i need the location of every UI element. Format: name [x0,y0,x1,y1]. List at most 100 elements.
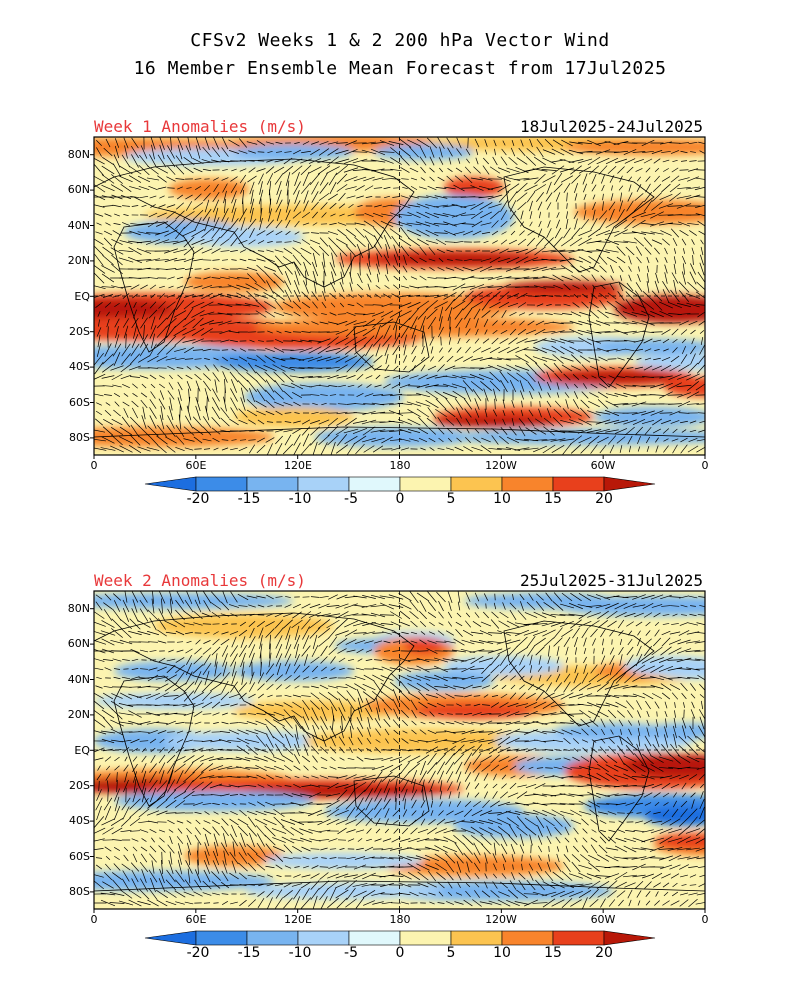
wind-vector [131,407,139,419]
wind-vector [256,444,266,454]
wind-vector [104,593,112,601]
wind-vector [310,246,320,256]
wind-vector [608,829,616,833]
wind-vector [516,889,528,899]
wind-vector [166,176,176,182]
wind-vector [623,149,637,155]
wind-vector [301,211,311,219]
wind-vector [248,419,256,425]
wind-vector [534,328,546,336]
wind-vector [443,745,457,755]
wind-vector [695,837,705,844]
wind-vector [337,313,347,315]
wind-vector [619,192,623,202]
wind-vector [628,728,632,736]
wind-vector [213,207,219,223]
wind-vector [595,695,611,697]
wind-vector [293,280,301,294]
wind-vector [509,379,517,393]
wind-vector [589,392,599,398]
wind-vector [578,337,592,345]
wind-vector [690,792,696,798]
wind-vector [536,767,544,769]
wind-vector [356,756,364,762]
wind-vector [137,721,151,725]
wind-vector [318,785,330,787]
wind-vector [475,328,479,336]
wind-vector [600,738,606,744]
wind-vector [316,810,332,816]
wind-vector [100,447,116,451]
wind-vector [671,438,679,442]
wind-vector [581,391,589,399]
wind-vector [169,397,173,411]
wind-vector [490,664,500,674]
wind-vector [655,445,659,453]
wind-vector [394,778,398,794]
wind-vector [363,403,375,405]
wind-vector [309,627,321,639]
wind-vector [605,429,619,433]
wind-vector [291,158,303,164]
wind-vector [301,618,311,630]
wind-vector [577,150,593,154]
wind-vector [301,755,311,763]
wind-vector [248,444,256,454]
wind-vector [597,399,609,409]
wind-vector [347,757,355,761]
wind-vector [672,347,678,353]
wind-vector [434,301,448,309]
wind-vector [345,683,357,691]
wind-vector [214,661,218,677]
wind-vector [112,658,122,662]
wind-vector [496,721,512,725]
wind-vector [678,826,690,836]
wind-vector [302,433,310,447]
wind-vector [159,285,165,289]
wind-vector [292,301,302,309]
wind-vector [417,196,429,198]
wind-vector [655,437,659,443]
wind-vector [534,156,546,166]
week2-date-range: 25Jul2025-31Jul2025 [520,571,704,590]
wind-vector [161,598,163,614]
wind-vector [641,764,655,772]
wind-vector [407,659,421,661]
wind-vector [570,444,582,454]
wind-vector [102,827,114,835]
wind-vector [96,222,102,226]
wind-vector [255,825,267,837]
wind-vector [613,403,629,405]
wind-vector [454,852,464,864]
wind-vector [149,343,157,357]
wind-vector [146,447,160,451]
wind-vector [569,873,583,879]
wind-vector [192,317,204,329]
wind-vector [532,356,548,362]
wind-vector [165,812,177,814]
wind-vector [295,724,299,740]
wind-vector [173,781,187,791]
wind-vector [346,363,356,373]
wind-vector [335,881,349,889]
wind-vector [336,789,348,801]
wind-vector [688,892,698,896]
wind-vector [600,628,606,638]
wind-vector [416,682,430,692]
wind-vector [649,857,665,859]
wind-vector [458,327,460,337]
wind-vector [363,674,375,682]
wind-vector [372,674,384,682]
wind-vector [613,684,629,690]
wind-vector [419,770,427,784]
wind-vector [491,674,499,682]
wind-vector [542,898,556,908]
wind-vector [642,873,654,879]
wind-vector [385,353,389,365]
wind-vector [481,674,491,682]
wind-vector [166,425,176,437]
wind-vector [439,347,443,353]
wind-vector [632,301,646,309]
wind-vector [362,141,376,145]
wind-vector [326,800,340,808]
